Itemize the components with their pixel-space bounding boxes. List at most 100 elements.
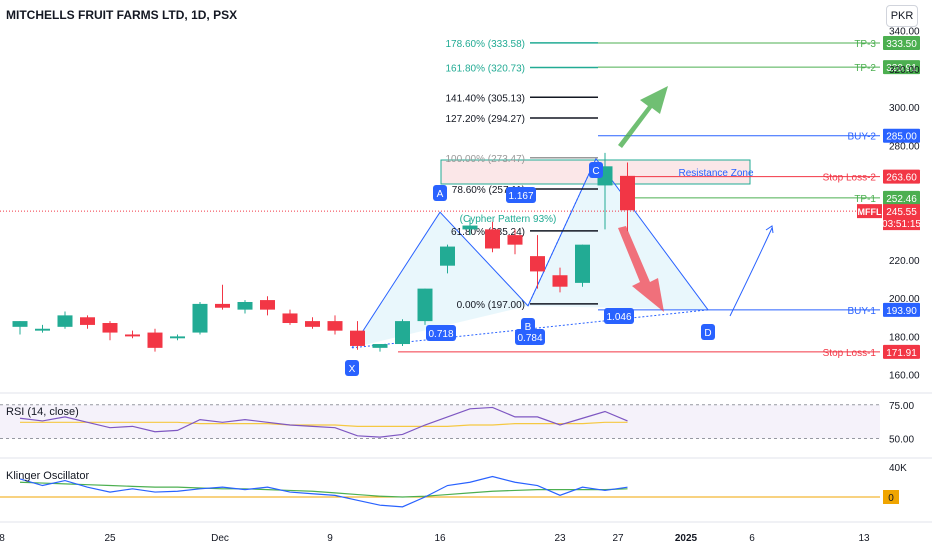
- fib-level-label: 127.20% (294.27): [445, 114, 525, 125]
- price-level-name: TP-2: [854, 63, 876, 74]
- candle-body: [57, 315, 73, 327]
- price-level-name: BUY-1: [847, 306, 876, 317]
- price-level-price: 320.91: [886, 63, 917, 74]
- candle-body: [237, 301, 253, 310]
- fib-level-label: 178.60% (333.58): [445, 39, 525, 50]
- klinger-tick-label: 40K: [889, 463, 907, 474]
- candle-body: [350, 330, 365, 346]
- candle-body: [147, 332, 163, 348]
- x-tick-label: 6: [749, 533, 755, 544]
- projection-arrow-head: [765, 225, 774, 234]
- fib-level-label: 161.80% (320.73): [445, 63, 525, 74]
- ticker-tag: [857, 204, 882, 219]
- candle-body: [575, 244, 590, 283]
- price-level-tag: [883, 302, 920, 317]
- pattern-point-label: C: [592, 166, 599, 177]
- candle-body: [260, 300, 275, 310]
- rsi-pane: 75.00 50.00: [0, 401, 914, 446]
- pattern-shade-xab: [352, 212, 528, 348]
- countdown-value: 03:51:15: [882, 219, 921, 230]
- rsi-line: [19, 406, 628, 438]
- up-arrow: [618, 86, 668, 148]
- y-tick-label: 180.00: [889, 332, 920, 343]
- price-level-price: 333.50: [886, 39, 917, 50]
- price-level-tag: [883, 60, 920, 75]
- pattern-point-tag: [433, 185, 447, 201]
- price-level-name: TP-1: [854, 194, 876, 205]
- last-price-value: 245.55: [886, 207, 917, 218]
- klinger-tick-label: 0: [888, 493, 894, 504]
- pattern-point-tag: [345, 360, 359, 376]
- down-arrow: [618, 226, 664, 312]
- candle-body: [170, 336, 185, 339]
- candle-body: [102, 323, 118, 333]
- pattern-ratio-label: 1.167: [508, 191, 533, 202]
- rsi-ma-line: [20, 421, 628, 427]
- x-tick-label: 9: [327, 533, 333, 544]
- last-price-tag: [883, 204, 920, 231]
- klinger-signal-line: [19, 481, 628, 498]
- price-level-name: Stop Loss-1: [823, 348, 877, 359]
- price-level-tag: [883, 190, 920, 205]
- fib-level-label: 0.00% (197.00): [457, 300, 525, 311]
- pattern-bc-line: [527, 158, 597, 307]
- candle-body: [417, 288, 433, 322]
- candle-body: [35, 328, 50, 331]
- pattern-point-label: X: [349, 364, 356, 375]
- pattern-ratio-tag: [604, 308, 634, 324]
- y-tick-label: 200.00: [889, 294, 920, 305]
- pattern-ratio-tag: [506, 187, 536, 203]
- currency-button[interactable]: PKR: [886, 5, 918, 27]
- pattern-point-tag: [701, 324, 715, 340]
- price-level-name: TP-3: [854, 39, 876, 50]
- x-tick-label: Dec: [211, 533, 229, 544]
- candle-body: [620, 175, 635, 211]
- price-level-price: 171.91: [886, 348, 917, 359]
- candle-body: [282, 313, 298, 324]
- price-level-tag: [883, 36, 920, 51]
- pattern-point-tag: [521, 318, 535, 334]
- y-tick-label: 220.00: [889, 256, 920, 267]
- x-tick-label: 25: [104, 533, 116, 544]
- candle-body: [507, 235, 523, 245]
- candle-body: [530, 256, 545, 272]
- candle-body: [395, 321, 410, 345]
- y-tick-label: 160.00: [889, 371, 920, 382]
- y-tick-label: 300.00: [889, 103, 920, 114]
- candle-body: [440, 246, 455, 266]
- candle-body: [372, 344, 388, 348]
- resistance-zone-label: Resistance Zone: [678, 168, 753, 179]
- klinger-line: [19, 475, 628, 508]
- price-level-tag: [883, 128, 920, 143]
- klinger-zero-tag: [883, 490, 899, 504]
- price-level-tag: [883, 344, 920, 359]
- pattern-point-label: B: [525, 322, 532, 333]
- pattern-name: (Cypher Pattern 93%): [460, 214, 557, 225]
- candle-body: [327, 321, 343, 331]
- rsi-label: RSI (14, close): [6, 406, 79, 418]
- x-tick-label: 16: [434, 533, 446, 544]
- price-level-price: 285.00: [886, 132, 917, 143]
- pattern-ratio-label: 0.784: [517, 333, 542, 344]
- price-level-name: BUY-2: [847, 132, 876, 143]
- rsi-band: [0, 404, 880, 439]
- pattern-point-label: D: [704, 328, 711, 339]
- candle-body: [192, 303, 208, 333]
- candle-body: [552, 275, 568, 287]
- candle-body: [215, 303, 230, 308]
- price-level-price: 252.46: [886, 194, 917, 205]
- x-tick-label: 8: [0, 533, 5, 544]
- price-level-tag: [883, 169, 920, 184]
- x-tick-label: 23: [554, 533, 566, 544]
- rsi-tick-label: 50.00: [889, 435, 914, 446]
- klinger-pane: 40K 0: [0, 463, 907, 508]
- axes: 160.00 180.00 200.00 220.00 280.00 300.00 320.…: [0, 27, 932, 544]
- fib-level-label: 78.60% (257.11): [452, 185, 525, 196]
- y-tick-label: 280.00: [889, 141, 920, 152]
- fib-level-label: 141.40% (305.13): [445, 93, 525, 104]
- y-tick-label: 340.00: [889, 27, 920, 38]
- pattern-ratio-label: 0.718: [428, 329, 453, 340]
- pattern-point-label: A: [437, 189, 444, 200]
